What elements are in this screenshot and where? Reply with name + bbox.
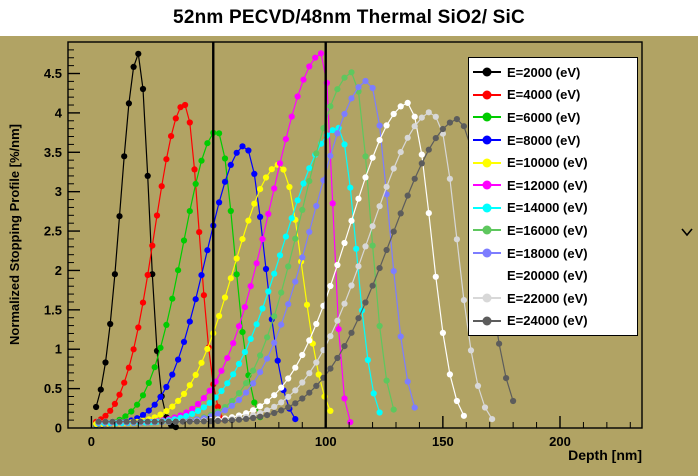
legend-item-label: E=22000 (eV) (507, 290, 588, 306)
legend-item: E=18000 (eV) (469, 242, 637, 265)
svg-text:50: 50 (201, 434, 215, 449)
legend-marker-icon (472, 88, 502, 102)
svg-text:1: 1 (55, 342, 62, 357)
svg-text:0: 0 (88, 434, 95, 449)
legend-marker-icon (472, 314, 502, 328)
legend-marker-icon (472, 110, 502, 124)
svg-text:200: 200 (549, 434, 571, 449)
svg-text:150: 150 (432, 434, 454, 449)
legend-marker-icon (472, 201, 502, 215)
legend-marker-icon (472, 223, 502, 237)
legend-item-label: E=24000 (eV) (507, 313, 588, 329)
legend-item: E=20000 (eV) (469, 264, 637, 287)
svg-text:3: 3 (55, 184, 62, 199)
legend: E=2000 (eV) E=4000 (eV) E=6000 (eV) E=8000 … (468, 57, 638, 337)
svg-text:3.5: 3.5 (44, 145, 62, 160)
legend-item: E=10000 (eV) (469, 151, 637, 174)
legend-item-label: E=6000 (eV) (507, 109, 581, 125)
y-axis-label: Normalized Stopping Profile [%/nm] (6, 124, 22, 346)
series-2000 (93, 50, 179, 431)
legend-marker-icon (472, 246, 502, 260)
y-axis-label-wrap: Normalized Stopping Profile [%/nm] (4, 40, 24, 430)
legend-item: E=22000 (eV) (469, 287, 637, 310)
legend-marker-icon (472, 156, 502, 170)
legend-item-label: E=10000 (eV) (507, 155, 588, 171)
svg-text:0.5: 0.5 (44, 381, 62, 396)
legend-item: E=4000 (eV) (469, 84, 637, 107)
chevron-down-icon[interactable] (680, 224, 694, 242)
series-24000 (95, 116, 517, 425)
legend-item-label: E=4000 (eV) (507, 87, 581, 103)
axis-ticks: 0 50 100 150 200 0 0.5 1 1.5 2 2.5 3 3.5 4 4.5 (44, 41, 631, 449)
plot-frame (67, 41, 643, 429)
legend-item-label: E=8000 (eV) (507, 132, 581, 148)
legend-item: E=14000 (eV) (469, 197, 637, 220)
x-axis-label: Depth [nm] (568, 447, 642, 463)
series-6000 (93, 129, 264, 428)
legend-item-label: E=18000 (eV) (507, 245, 588, 261)
series-12000 (95, 50, 354, 427)
svg-text:0: 0 (55, 421, 62, 436)
title-strip: 52nm PECVD/48nm Thermal SiO2/ SiC (0, 0, 698, 36)
legend-item: E=2000 (eV) (469, 61, 637, 84)
legend-marker-icon (472, 133, 502, 147)
legend-item: E=6000 (eV) (469, 106, 637, 129)
legend-item-label: E=20000 (eV) (507, 268, 588, 284)
svg-text:2: 2 (55, 263, 62, 278)
legend-item-label: E=16000 (eV) (507, 222, 588, 238)
svg-text:1.5: 1.5 (44, 302, 62, 317)
legend-item-label: E=2000 (eV) (507, 64, 581, 80)
legend-item: E=24000 (eV) (469, 310, 637, 333)
legend-marker-icon (472, 291, 502, 305)
series-18000 (95, 77, 418, 426)
legend-marker-icon (472, 65, 502, 79)
svg-text:4.5: 4.5 (44, 66, 62, 81)
legend-item: E=8000 (eV) (469, 129, 637, 152)
svg-text:2.5: 2.5 (44, 224, 62, 239)
page-title: 52nm PECVD/48nm Thermal SiO2/ SiC (173, 7, 525, 28)
svg-text:100: 100 (315, 434, 337, 449)
legend-marker-icon (472, 178, 502, 192)
legend-item: E=16000 (eV) (469, 219, 637, 242)
legend-item-label: E=12000 (eV) (507, 177, 588, 193)
series-16000 (95, 69, 397, 426)
svg-text:4: 4 (55, 105, 63, 120)
legend-item: E=12000 (eV) (469, 174, 637, 197)
legend-item-label: E=14000 (eV) (507, 200, 588, 216)
legend-marker-icon (472, 269, 502, 283)
